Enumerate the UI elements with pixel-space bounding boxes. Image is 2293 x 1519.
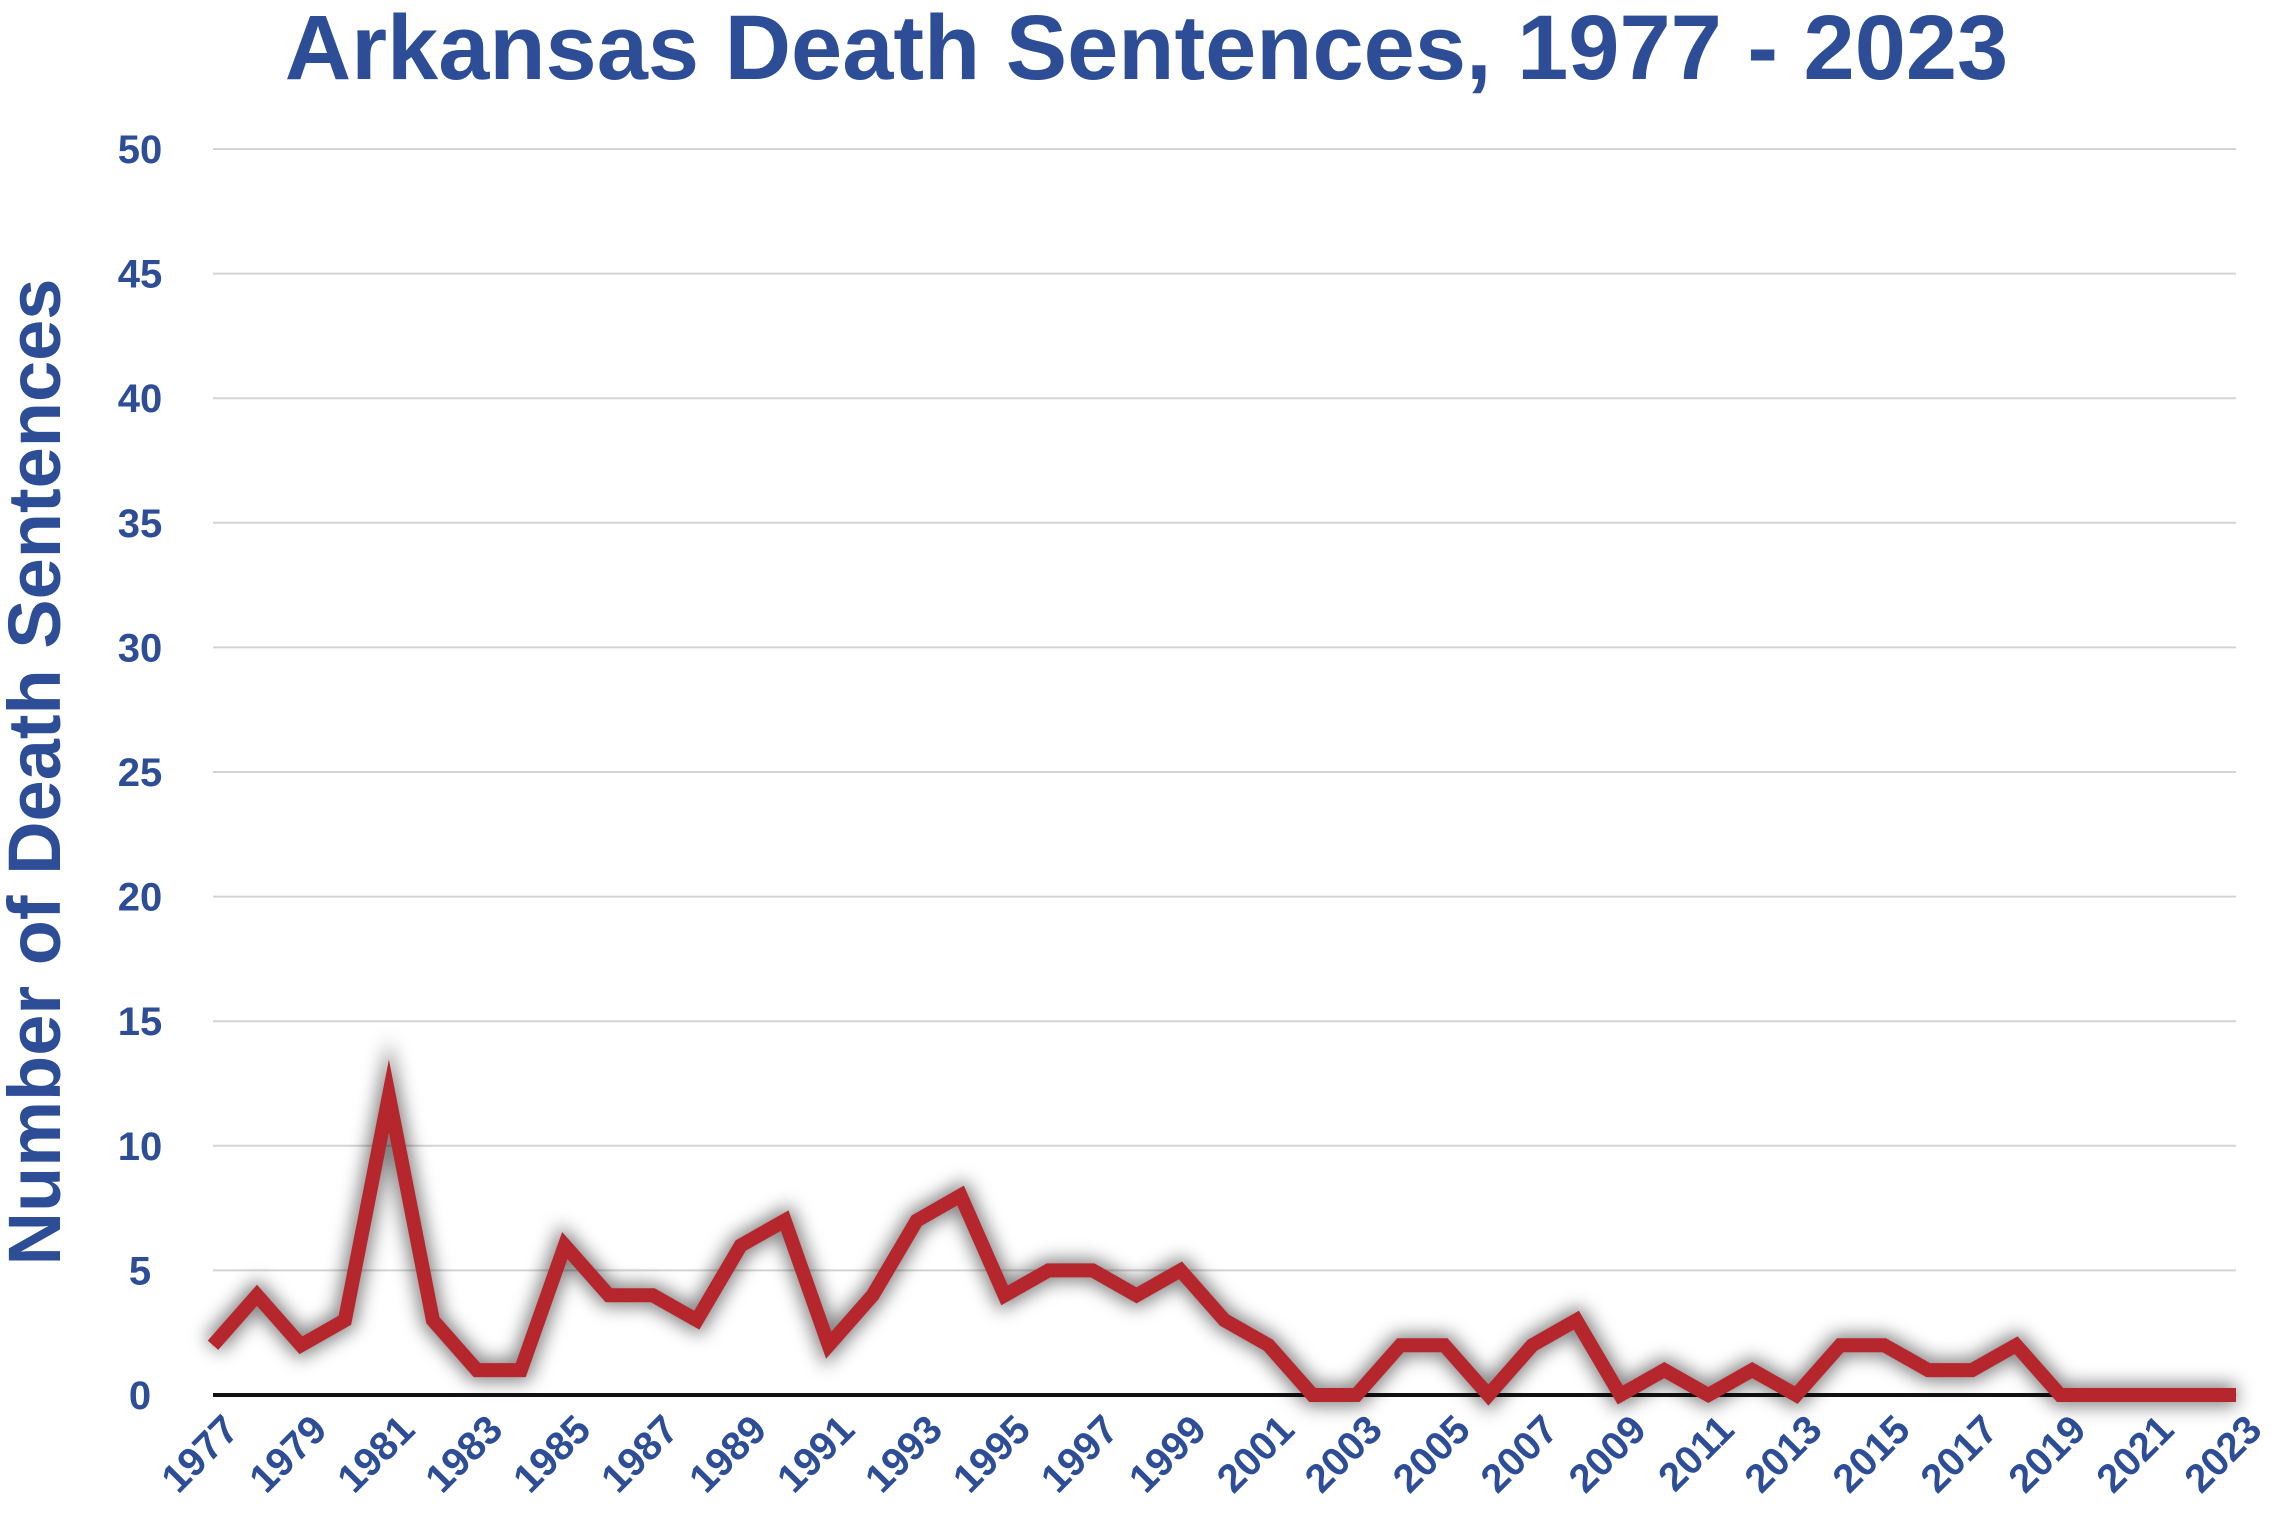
y-axis-ticks: 0 5 10 15 20 25 30 35 40 45 50: [118, 128, 163, 1418]
x-tick-label: 2017: [1912, 1407, 2006, 1501]
data-point: [520, 1369, 522, 1371]
x-tick-label: 2013: [1737, 1407, 1831, 1501]
data-point: [256, 1294, 258, 1296]
data-point: [1883, 1344, 1885, 1346]
y-tick-label: 25: [118, 751, 163, 795]
data-point: [1048, 1269, 1050, 1271]
data-point: [608, 1294, 610, 1296]
data-point: [1267, 1344, 1269, 1346]
x-tick-label: 2009: [1561, 1407, 1655, 1501]
y-tick-label: 10: [118, 1125, 163, 1169]
x-tick-label: 1997: [1033, 1407, 1127, 1501]
x-tick-label: 2011: [1650, 1407, 1742, 1499]
x-tick-label: 1999: [1121, 1407, 1215, 1501]
data-point: [1180, 1269, 1182, 1271]
y-tick-label: 50: [118, 128, 163, 172]
x-tick-label: 1993: [857, 1407, 951, 1501]
x-axis-ticks: 1977197919811983198519871989199119931995…: [153, 1407, 2270, 1501]
data-point: [1092, 1269, 1094, 1271]
data-point: [1004, 1294, 1006, 1296]
data-point: [696, 1319, 698, 1321]
x-tick-label: 2023: [2176, 1407, 2270, 1501]
data-point: [1311, 1394, 1313, 1396]
x-tick-label: 2003: [1297, 1407, 1391, 1501]
data-point: [212, 1344, 214, 1346]
x-tick-label: 2019: [2000, 1407, 2094, 1501]
data-point: [2015, 1344, 2017, 1346]
data-point: [1927, 1369, 1929, 1371]
data-point: [1487, 1394, 1489, 1396]
x-tick-label: 1985: [505, 1407, 599, 1501]
data-point: [1136, 1294, 1138, 1296]
x-tick-label: 1983: [417, 1407, 511, 1501]
data-point: [1443, 1344, 1445, 1346]
y-tick-label: 30: [118, 626, 163, 670]
x-tick-label: 1995: [945, 1407, 1039, 1501]
y-axis-label: Number of Death Sentences: [0, 279, 76, 1266]
data-point: [564, 1244, 566, 1246]
x-tick-label: 1977: [153, 1407, 247, 1501]
data-point: [344, 1319, 346, 1321]
data-point: [1839, 1344, 1841, 1346]
data-point: [2191, 1394, 2193, 1396]
data-point: [740, 1244, 742, 1246]
data-point: [1971, 1369, 1973, 1371]
data-point: [1399, 1344, 1401, 1346]
y-tick-label: 0: [129, 1374, 151, 1418]
x-tick-label: 1979: [241, 1407, 335, 1501]
data-point: [1751, 1369, 1753, 1371]
data-point: [1619, 1394, 1621, 1396]
data-point: [828, 1344, 830, 1346]
x-tick-label: 2007: [1473, 1407, 1567, 1501]
data-point: [388, 1095, 390, 1097]
x-tick-label: 1991: [769, 1407, 863, 1501]
y-tick-label: 45: [118, 253, 163, 297]
series-layer: [204, 1038, 2237, 1412]
y-tick-label: 5: [129, 1249, 151, 1293]
data-point: [2059, 1394, 2061, 1396]
x-tick-label: 2005: [1385, 1407, 1479, 1501]
x-tick-label: 2021: [2088, 1407, 2182, 1501]
data-point: [1355, 1394, 1357, 1396]
data-point: [872, 1294, 874, 1296]
grid-lines: [213, 148, 2236, 1397]
data-point: [1663, 1369, 1665, 1371]
data-point: [960, 1195, 962, 1197]
data-point: [2235, 1394, 2237, 1396]
data-point: [2103, 1394, 2105, 1396]
data-point: [784, 1220, 786, 1222]
data-point: [300, 1344, 302, 1346]
series-line-shadow: [204, 1038, 2236, 1412]
data-point: [652, 1294, 654, 1296]
data-point: [432, 1319, 434, 1321]
y-tick-label: 35: [118, 502, 163, 546]
x-tick-label: 1987: [593, 1407, 687, 1501]
y-tick-label: 15: [118, 1000, 163, 1044]
data-point: [1795, 1394, 1797, 1396]
y-tick-label: 20: [118, 876, 163, 920]
data-point: [1575, 1319, 1577, 1321]
x-tick-label: 1981: [329, 1407, 423, 1501]
data-point: [2147, 1394, 2149, 1396]
data-point: [1707, 1394, 1709, 1396]
data-point: [916, 1220, 918, 1222]
x-tick-label: 2001: [1209, 1407, 1303, 1501]
chart-title: Arkansas Death Sentences, 1977 - 2023: [284, 0, 2009, 99]
x-tick-label: 2015: [1825, 1407, 1919, 1501]
data-point: [476, 1369, 478, 1371]
x-tick-label: 1989: [681, 1407, 775, 1501]
y-tick-label: 40: [118, 377, 163, 421]
data-point: [1224, 1319, 1225, 1321]
data-point: [1531, 1344, 1533, 1346]
